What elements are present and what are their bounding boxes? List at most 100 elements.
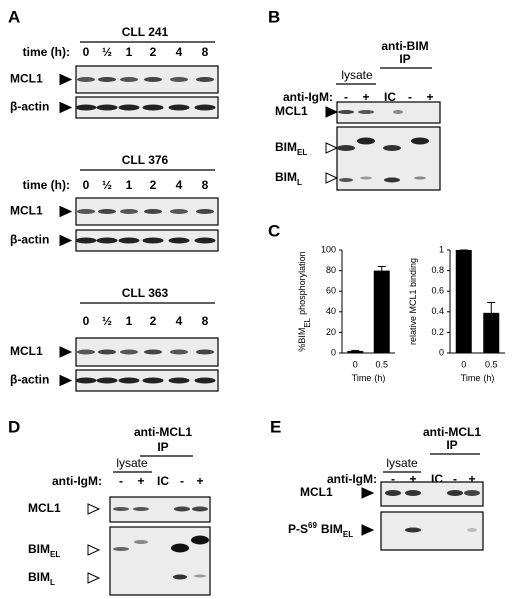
row-label: MCL1 xyxy=(300,485,333,499)
row-label: MCL1 xyxy=(10,72,43,86)
time-label: time (h): xyxy=(23,178,70,192)
y-tick-label: 0 xyxy=(331,347,336,357)
y-tick-label: 1 xyxy=(439,244,444,254)
y-tick-label: 80 xyxy=(326,265,336,275)
band xyxy=(173,574,187,580)
label-part: Time xyxy=(352,373,372,383)
y-tick-label: 0.6 xyxy=(431,286,444,296)
lane-label: - xyxy=(391,472,395,486)
label-part: (h) xyxy=(374,373,385,383)
arrowhead xyxy=(325,142,339,154)
label-part: MCL1 xyxy=(10,204,43,218)
band xyxy=(393,110,403,114)
label-part: EL xyxy=(297,148,307,157)
lane-label: + xyxy=(409,472,416,486)
band xyxy=(196,77,214,82)
band xyxy=(98,209,116,214)
lane-label: - xyxy=(119,474,123,488)
time-point: 0 xyxy=(83,178,90,192)
lane-label: + xyxy=(196,474,203,488)
arrowhead xyxy=(87,572,101,584)
error-bar xyxy=(487,302,496,313)
lane-label: IC xyxy=(384,90,396,104)
band xyxy=(171,543,189,553)
band xyxy=(384,177,400,183)
band xyxy=(142,377,164,384)
blot xyxy=(380,511,484,551)
y-tick-label: 0.4 xyxy=(431,306,444,316)
x-tick-label: 0.5 xyxy=(375,359,388,369)
bar xyxy=(483,312,500,353)
band xyxy=(447,490,463,496)
row-label: MCL1 xyxy=(28,501,61,515)
time-point: 2 xyxy=(150,178,157,192)
time-point: 8 xyxy=(202,178,209,192)
band xyxy=(170,77,188,82)
arrowhead xyxy=(59,101,73,114)
label-part: β-actin xyxy=(10,373,49,387)
band xyxy=(77,77,95,82)
band xyxy=(385,490,401,496)
band xyxy=(168,104,190,111)
lysate-label: lysate xyxy=(116,456,148,470)
treatment-label: anti-IgM: xyxy=(327,472,377,486)
label-part: P-S xyxy=(288,522,308,536)
arrowhead xyxy=(325,172,339,184)
band xyxy=(339,178,353,182)
arrowhead xyxy=(59,346,73,358)
band xyxy=(118,104,140,111)
time-point: 4 xyxy=(176,178,183,192)
x-axis-label: Time (h) xyxy=(352,373,386,383)
band xyxy=(196,349,214,355)
time-point: ½ xyxy=(102,45,112,59)
band xyxy=(118,237,140,244)
y-axis-label: %BIMEL phosphorylation xyxy=(297,251,311,351)
band xyxy=(98,349,116,355)
band xyxy=(357,137,375,145)
panel-letter: A xyxy=(8,7,20,26)
lane-label: + xyxy=(468,472,475,486)
band xyxy=(405,490,421,496)
ip-label: anti-MCL1 xyxy=(134,425,192,439)
lysate-label: lysate xyxy=(341,68,373,82)
y-tick-label: 100 xyxy=(321,244,336,254)
band xyxy=(168,237,190,244)
time-point: 4 xyxy=(176,314,183,328)
band xyxy=(77,209,95,214)
label-part: L xyxy=(50,578,55,587)
band xyxy=(194,237,216,244)
label-part: BIM xyxy=(275,140,297,154)
label-part: phosphorylation xyxy=(297,251,307,315)
time-point: 0 xyxy=(83,45,90,59)
band xyxy=(75,377,97,384)
arrowhead xyxy=(87,503,101,515)
label-part: EL xyxy=(50,550,60,559)
y-tick-label: 0.2 xyxy=(431,327,444,337)
band xyxy=(170,209,188,214)
time-point: ½ xyxy=(102,178,112,192)
lane-label: IC xyxy=(157,474,169,488)
panel-letter: D xyxy=(8,417,20,436)
band xyxy=(192,506,208,512)
band xyxy=(118,377,140,384)
time-label: time (h): xyxy=(23,45,70,59)
band xyxy=(96,377,118,384)
band xyxy=(120,77,138,82)
band xyxy=(191,535,209,545)
y-tick-label: 40 xyxy=(326,306,336,316)
label-part: MCL1 xyxy=(300,485,333,499)
blot-title: CLL 241 xyxy=(122,25,169,39)
x-tick-label: 0.5 xyxy=(485,359,498,369)
ip-label: IP xyxy=(399,52,410,66)
ip-label: IP xyxy=(157,440,168,454)
row-label: MCL1 xyxy=(10,204,43,218)
arrowhead xyxy=(59,374,73,387)
error-bar xyxy=(351,349,360,351)
bar xyxy=(455,250,472,353)
band xyxy=(411,137,429,145)
band xyxy=(98,77,116,82)
label-part: 69 xyxy=(308,521,317,530)
label-part: BIM xyxy=(275,170,297,184)
label-part: β-actin xyxy=(10,100,49,114)
band xyxy=(194,574,206,578)
